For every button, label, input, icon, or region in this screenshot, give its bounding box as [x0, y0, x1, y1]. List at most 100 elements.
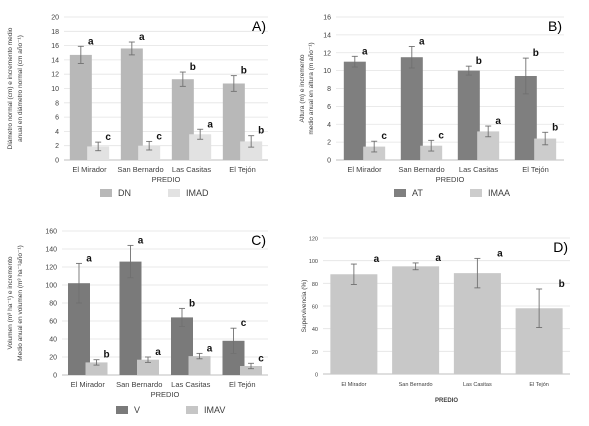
chart-c: 0 20 40 60 80 100 120 140 160 a b El Mirador a a San B… — [0, 212, 294, 421]
significance-letter: c — [381, 131, 387, 142]
y-axis-title-line2: medio anual en altura (m año⁻¹) — [308, 42, 315, 134]
x-tick-label: El Tejón — [229, 380, 256, 389]
x-tick-label: El Mirador — [71, 380, 106, 389]
legend-label: IMAV — [204, 405, 225, 415]
y-tick-label: 0 — [327, 158, 331, 165]
chart-c-svg: 0 20 40 60 80 100 120 140 160 a b El Mirador a a San B… — [7, 229, 268, 415]
error-bar — [522, 57, 529, 95]
y-tick-label: 10 — [323, 68, 331, 75]
significance-letter: c — [156, 131, 162, 142]
bar — [400, 57, 423, 160]
error-bar — [230, 75, 237, 92]
x-axis-title: PREDIO — [151, 390, 180, 399]
y-tick-label: 60 — [49, 319, 57, 326]
x-tick-label: El Tejón — [229, 165, 256, 174]
y-tick-label: 0 — [315, 373, 318, 379]
legend-swatch — [100, 189, 112, 197]
x-tick-label: Las Casitas — [463, 382, 492, 388]
significance-letter: b — [476, 56, 482, 67]
significance-letter: b — [103, 350, 109, 361]
bar — [171, 79, 194, 160]
y-axis-title: Volumen (m³ ha⁻¹) e incremento — [7, 256, 14, 349]
y-axis-title: Altura (m) e incremento — [299, 54, 306, 122]
error-bar — [197, 128, 204, 140]
x-tick-label: El Tejón — [522, 165, 549, 174]
y-tick-label: 16 — [51, 43, 59, 50]
significance-letter: a — [435, 253, 441, 264]
y-tick-label: 20 — [312, 350, 318, 356]
significance-letter: a — [207, 343, 213, 354]
x-axis-title: PREDIO — [436, 175, 465, 184]
bar — [240, 141, 263, 160]
error-bar — [408, 46, 415, 69]
error-bar — [127, 244, 134, 279]
significance-letter: b — [190, 62, 196, 73]
x-tick-label: San Bernardo — [116, 380, 162, 389]
significance-letter: a — [88, 36, 94, 47]
legend-label: IMAD — [186, 188, 209, 198]
bar — [420, 145, 443, 160]
y-tick-label: 160 — [45, 229, 57, 236]
bar — [392, 266, 440, 374]
bar — [222, 340, 245, 375]
significance-letter: a — [207, 119, 213, 130]
error-bar — [371, 140, 378, 153]
error-bar — [542, 131, 549, 146]
bar — [138, 145, 161, 160]
chart-b-svg: 0 2 4 6 8 10 12 14 16 a c El Mirador a c San Bernardo b… — [299, 15, 564, 198]
error-bar — [95, 141, 102, 152]
panel-label: B) — [548, 18, 562, 34]
y-tick-label: 60 — [312, 305, 318, 311]
error-bar — [536, 288, 543, 328]
y-tick-label: 12 — [51, 72, 59, 79]
bar — [87, 146, 110, 160]
x-tick-label: Las Casitas — [459, 165, 498, 174]
y-tick-label: 2 — [55, 143, 59, 150]
bar — [85, 362, 108, 375]
y-tick-label: 0 — [55, 158, 59, 165]
y-tick-label: 12 — [323, 50, 331, 57]
error-bar — [128, 41, 135, 56]
panel-label: D) — [553, 239, 568, 255]
y-tick-label: 8 — [327, 86, 331, 93]
y-tick-label: 80 — [312, 282, 318, 288]
significance-letter: a — [86, 253, 92, 264]
error-bar — [474, 257, 481, 289]
y-tick-label: 4 — [327, 122, 331, 129]
panel-label: C) — [251, 232, 266, 248]
x-tick-label: Las Casitas — [172, 165, 211, 174]
legend-swatch — [394, 189, 406, 197]
x-axis-title: PREDIO — [152, 175, 181, 184]
bar — [120, 48, 143, 160]
y-tick-label: 40 — [49, 337, 57, 344]
legend-swatch — [168, 189, 180, 197]
x-tick-label: San Bernardo — [399, 382, 433, 388]
y-tick-label: 100 — [45, 283, 57, 290]
y-tick-label: 4 — [55, 129, 59, 136]
chart-d: 0 20 40 60 80 100 120 a El Mirador a San Bernardo a… — [294, 212, 589, 421]
y-tick-label: 10 — [51, 86, 59, 93]
y-axis-title-line2: Medio anual en volumen (m³ ha⁻¹año⁻¹) — [17, 245, 24, 361]
bar — [477, 131, 500, 160]
y-tick-label: 20 — [51, 15, 59, 22]
error-bar — [196, 352, 203, 360]
error-bar — [350, 263, 357, 285]
error-bar — [179, 71, 186, 87]
significance-letter: a — [138, 235, 144, 246]
error-bar — [485, 125, 492, 138]
significance-letter: b — [189, 298, 195, 309]
significance-letter: a — [139, 32, 145, 43]
significance-letter: c — [241, 318, 247, 329]
significance-letter: a — [362, 46, 368, 57]
bar — [343, 61, 366, 160]
y-tick-label: 140 — [45, 247, 57, 254]
x-tick-label: El Tejón — [529, 382, 548, 388]
significance-letter: a — [495, 116, 501, 127]
error-bar — [146, 140, 153, 151]
legend-label: DN — [118, 188, 131, 198]
y-tick-label: 2 — [327, 140, 331, 147]
significance-letter: c — [438, 130, 444, 141]
bar — [69, 54, 92, 160]
y-axis-title-line2: anual en diámetro normal (cm año⁻¹) — [17, 35, 24, 142]
chart-a-svg: 0 2 4 6 8 10 12 14 16 18 20 a c El Mirador a c San Berna… — [7, 15, 268, 198]
